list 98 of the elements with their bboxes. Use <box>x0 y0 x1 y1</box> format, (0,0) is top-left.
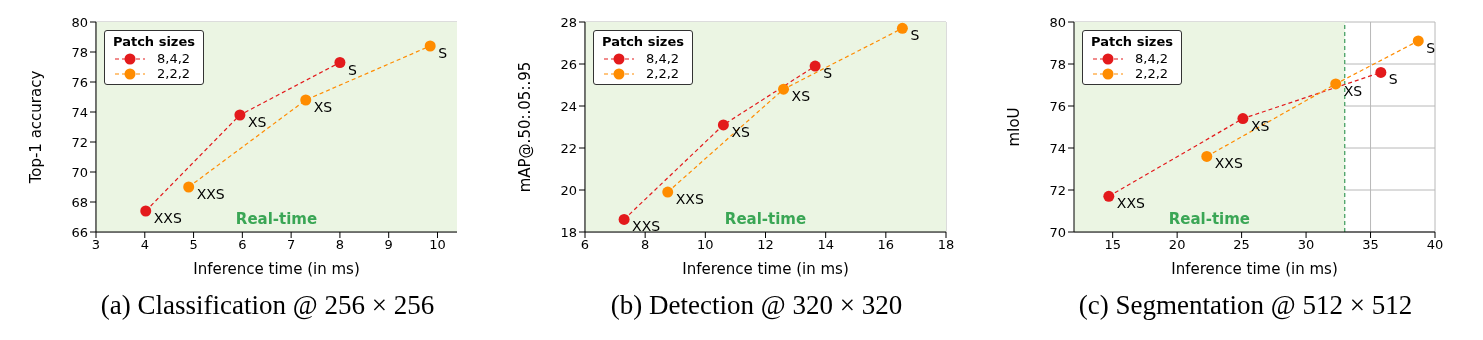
y-tick-label: 26 <box>560 56 577 72</box>
x-tick-label: 5 <box>189 237 198 253</box>
band-label: Real-time <box>1168 210 1251 228</box>
y-tick-label: 76 <box>71 74 88 90</box>
data-label: S <box>910 27 920 44</box>
band-label: Real-time <box>235 210 318 228</box>
x-tick-label: 6 <box>238 237 247 253</box>
x-tick-label: 8 <box>641 237 650 253</box>
point <box>424 40 436 52</box>
data-label: S <box>1426 39 1436 56</box>
y-tick-label: 66 <box>71 224 88 240</box>
point <box>717 119 729 131</box>
point <box>1412 35 1424 47</box>
x-axis-title: Inference time (in ms) <box>682 260 849 278</box>
y-tick-label: 72 <box>1049 182 1066 198</box>
point <box>662 186 674 198</box>
x-tick-label: 30 <box>1297 237 1315 253</box>
data-label: XXS <box>1214 155 1243 172</box>
point <box>334 57 346 68</box>
legend-title: Patch sizes <box>602 34 684 49</box>
point <box>618 213 630 225</box>
data-label: XXS <box>675 191 704 208</box>
point <box>183 181 195 193</box>
x-tick-label: 25 <box>1233 237 1250 253</box>
point <box>1201 150 1213 162</box>
point <box>1237 113 1249 125</box>
y-tick-label: 78 <box>71 44 88 60</box>
data-label: XS <box>791 88 811 105</box>
y-tick-label: 24 <box>560 98 577 114</box>
legend-label: 2,2,2 <box>1135 66 1169 81</box>
x-tick-label: 10 <box>429 237 446 253</box>
data-label: S <box>823 65 833 82</box>
x-tick-label: 9 <box>384 237 393 253</box>
point <box>1330 78 1342 90</box>
x-tick-label: 20 <box>1168 237 1186 253</box>
legend-title: Patch sizes <box>113 34 195 49</box>
legend-title: Patch sizes <box>1091 34 1173 49</box>
data-label: S <box>347 61 357 78</box>
y-tick-label: 28 <box>560 14 577 30</box>
y-tick-label: 76 <box>1049 98 1066 114</box>
y-tick-label: 70 <box>1049 224 1066 240</box>
x-tick-label: 3 <box>91 237 101 253</box>
x-tick-label: 4 <box>140 237 149 253</box>
point <box>300 94 312 106</box>
data-label: XS <box>247 114 267 130</box>
y-tick-label: 74 <box>1049 140 1066 156</box>
data-label: XS <box>1343 82 1363 99</box>
point <box>896 22 908 34</box>
legend-label: 2,2,2 <box>157 66 191 81</box>
legend-label: 2,2,2 <box>646 66 680 81</box>
y-tick-label: 74 <box>71 104 88 120</box>
data-label: XXS <box>1116 195 1145 212</box>
text: (a) Classification @ 256 × 256 <box>99 290 436 321</box>
y-tick-label: 20 <box>560 182 577 198</box>
y-axis-title: mAP@.50:.05:.95 <box>516 61 535 193</box>
point <box>140 205 152 217</box>
data-label: XS <box>731 123 750 140</box>
text: (c) Segmentation @ 512 × 512 <box>1077 290 1414 321</box>
y-tick-label: 80 <box>71 14 88 30</box>
band-label: Real-time <box>724 210 807 228</box>
y-axis-title: Top-1 accuracy <box>27 70 46 185</box>
y-tick-label: 80 <box>1049 14 1066 30</box>
data-label: XXS <box>196 186 225 202</box>
point <box>1103 190 1115 202</box>
x-axis-title: Inference time (in ms) <box>193 260 360 278</box>
point <box>234 109 246 121</box>
data-label: XXS <box>632 218 661 235</box>
data-label: XXS <box>153 210 182 226</box>
x-tick-label: 7 <box>286 237 296 253</box>
x-tick-label: 18 <box>937 237 955 253</box>
x-tick-label: 35 <box>1362 237 1379 253</box>
y-tick-label: 18 <box>560 224 577 240</box>
data-label: S <box>1388 71 1398 88</box>
data-label: S <box>438 45 448 61</box>
x-tick-label: 12 <box>757 237 774 253</box>
y-tick-label: 78 <box>1049 56 1066 72</box>
y-axis-title: mIoU <box>1005 107 1024 147</box>
x-tick-label: 8 <box>335 237 345 253</box>
x-tick-label: 10 <box>697 237 714 253</box>
x-tick-label: 6 <box>580 237 590 253</box>
y-tick-label: 70 <box>71 164 88 180</box>
point <box>778 83 790 95</box>
x-tick-label: 14 <box>817 237 834 253</box>
x-axis-title: Inference time (in ms) <box>1171 260 1338 278</box>
legend-label: 8,4,2 <box>646 51 680 66</box>
y-tick-label: 22 <box>560 140 577 156</box>
text: (b) Detection @ 320 × 320 <box>609 290 904 321</box>
data-label: XS <box>1250 117 1270 134</box>
y-tick-label: 68 <box>71 194 88 210</box>
legend-label: 8,4,2 <box>157 51 191 66</box>
data-label: XS <box>313 99 333 115</box>
x-tick-label: 40 <box>1426 237 1444 253</box>
point <box>809 60 821 72</box>
point <box>1375 66 1387 78</box>
x-tick-label: 15 <box>1104 237 1121 253</box>
x-tick-label: 16 <box>877 237 895 253</box>
legend-label: 8,4,2 <box>1135 51 1169 66</box>
y-tick-label: 72 <box>71 134 88 150</box>
